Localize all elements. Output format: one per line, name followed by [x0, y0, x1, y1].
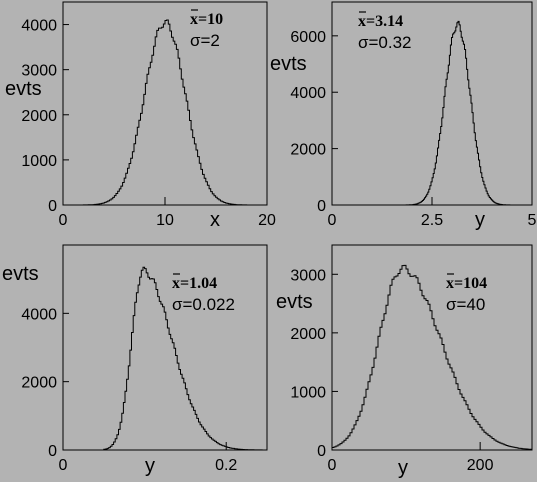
y-tick-label: 1000 — [290, 384, 326, 401]
y-tick-label: 0 — [317, 443, 326, 460]
y-tick-label: 3000 — [21, 63, 57, 80]
y-tick-label: 3000 — [290, 267, 326, 284]
sigma-annotation: σ=40 — [446, 295, 485, 314]
y-tick-label: 6000 — [290, 29, 326, 46]
x-tick-label: 0 — [328, 212, 337, 229]
x-tick-label: 0 — [59, 457, 68, 474]
mean-annotation: x=1.04 — [172, 275, 217, 292]
mean-annotation: x=104 — [446, 275, 487, 292]
x-tick-label: 200 — [467, 457, 494, 474]
y-tick-label: 4000 — [290, 85, 326, 102]
histogram-series — [404, 20, 512, 206]
y-tick-label: 4000 — [21, 18, 57, 35]
histogram-series — [103, 266, 267, 451]
x-tick-label: 20 — [258, 212, 276, 229]
x-tick-label: 0 — [59, 212, 68, 229]
panel-3: 0 2000 4000 0 0.2 y evts x=1.04 σ=0.022 — [2, 244, 268, 477]
y-tick-label: 1000 — [21, 153, 57, 170]
mean-annotation: x=10 — [190, 11, 223, 28]
histogram-series — [82, 19, 248, 206]
x-tick-label: 0.2 — [215, 457, 237, 474]
x-tick-label: 10 — [156, 212, 174, 229]
panel-2: 0 2000 4000 6000 0 2.5 5 y evts x=3.14 σ=0.32 — [270, 1, 537, 231]
y-tick-label: 4000 — [21, 306, 57, 323]
x-tick-label: 5 — [528, 212, 537, 229]
y-axis-label: evts — [270, 53, 307, 75]
y-tick-label: 2000 — [21, 108, 57, 125]
plot-frame — [62, 244, 268, 451]
y-axis-label: evts — [276, 291, 313, 313]
y-tick-label: 0 — [48, 198, 57, 215]
sigma-annotation: σ=0.32 — [358, 33, 412, 52]
plot-frame — [331, 244, 533, 451]
panel-4: 0 1000 2000 3000 0 200 y evts x=104 σ=40 — [276, 244, 533, 479]
x-tick-label: 0 — [328, 457, 337, 474]
y-tick-label: 0 — [48, 443, 57, 460]
x-axis-label: x — [210, 209, 220, 231]
sigma-annotation: σ=0.022 — [172, 295, 235, 314]
y-tick-label: 2000 — [21, 375, 57, 392]
x-tick-label: 2.5 — [421, 212, 443, 229]
mean-annotation: x=3.14 — [358, 13, 403, 30]
x-axis-label: y — [145, 455, 155, 477]
histogram-series — [331, 264, 533, 450]
y-tick-label: 2000 — [290, 326, 326, 343]
x-axis-label: y — [398, 457, 408, 479]
y-axis-label: evts — [5, 78, 42, 100]
y-tick-label: 2000 — [290, 142, 326, 159]
panel-1: 0 1000 2000 3000 4000 0 10 20 x evts x=10 σ=2 — [5, 1, 276, 231]
y-tick-label: 0 — [317, 198, 326, 215]
x-axis-label: y — [475, 209, 485, 231]
y-axis-label: evts — [2, 263, 39, 285]
sigma-annotation: σ=2 — [190, 31, 220, 50]
